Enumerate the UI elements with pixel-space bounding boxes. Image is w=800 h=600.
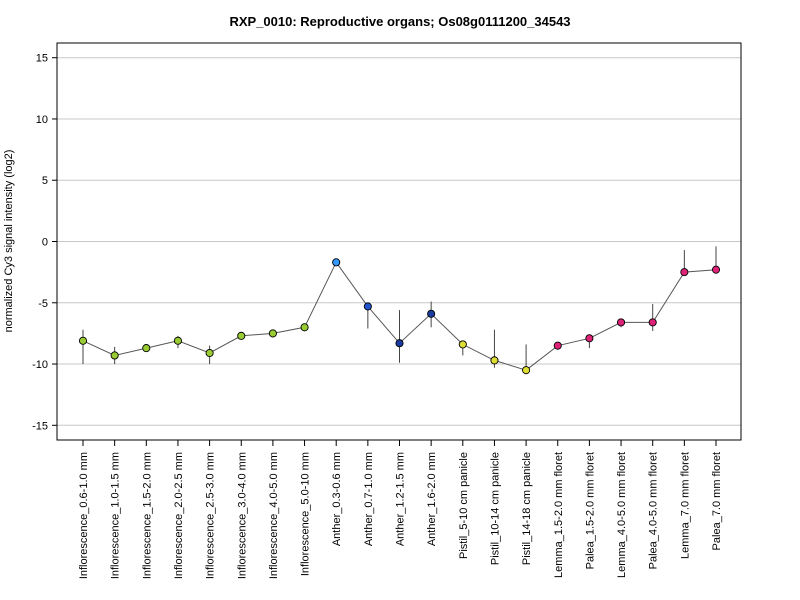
data-point (711, 265, 721, 274)
data-point (522, 366, 531, 375)
x-tick-label: Inflorescence_0.6-1.0 mm (78, 452, 90, 579)
x-tick-label: Palea_7.0 mm floret (711, 452, 723, 550)
y-axis-label: normalized Cy3 signal intensity (log2) (3, 150, 15, 333)
data-point (78, 336, 88, 345)
data-point (427, 309, 436, 318)
chart-title: RXP_0010: Reproductive organs; Os08g0111… (229, 14, 570, 29)
x-tick-label: Lemma_4.0-5.0 mm floret (616, 452, 628, 578)
x-tick-label: Inflorescence_1.0-1.5 mm (110, 452, 122, 579)
x-tick-label: Anther_1.6-2.0 mm (426, 452, 438, 546)
data-point (142, 344, 151, 353)
y-tick-label: -5 (38, 298, 48, 310)
data-point (110, 351, 119, 360)
x-tick-label: Inflorescence_5.0-10 mm (300, 452, 312, 576)
data-point (173, 336, 182, 345)
data-point (395, 339, 404, 348)
data-point (332, 258, 341, 267)
data-point (617, 318, 626, 327)
x-tick-label: Anther_1.2-1.5 mm (395, 452, 407, 546)
x-tick-label: Anther_0.3-0.6 mm (331, 452, 343, 546)
data-point (237, 331, 246, 340)
data-point (458, 340, 467, 349)
y-tick-label: 15 (36, 53, 48, 65)
data-point (205, 348, 214, 358)
x-tick-label: Pistil_14-18 cm panicle (521, 452, 533, 565)
x-axis: Inflorescence_0.6-1.0 mm Inflorescence_1.… (78, 440, 723, 579)
data-point (490, 356, 499, 365)
x-tick-label: Palea_1.5-2.0 mm floret (584, 452, 596, 569)
y-tick-label: -15 (32, 420, 48, 432)
x-tick-label: Pistil_10-14 cm panicle (489, 452, 501, 565)
data-point (648, 318, 657, 327)
x-tick-label: Pistil_5-10 cm panicle (458, 452, 470, 559)
error-bars (82, 246, 717, 371)
x-tick-label: Inflorescence_2.0-2.5 mm (173, 452, 185, 579)
x-tick-label: Anther_0.7-1.0 mm (363, 452, 375, 546)
data-point (300, 323, 309, 332)
y-tick-label: 10 (36, 114, 48, 126)
y-tick-label: 0 (42, 237, 48, 249)
x-tick-label: Lemma_1.5-2.0 mm floret (553, 452, 565, 578)
x-tick-label: Palea_4.0-5.0 mm floret (648, 452, 660, 569)
data-point (268, 329, 277, 338)
x-tick-label: Lemma_7.0 mm floret (679, 452, 691, 559)
x-tick-label: Inflorescence_3.0-4.0 mm (236, 452, 248, 579)
y-tick-label: -10 (32, 359, 48, 371)
data-point (553, 341, 562, 350)
grid-lines (57, 57, 741, 426)
x-tick-label: Inflorescence_1.5-2.0 mm (141, 452, 153, 579)
data-point (363, 302, 372, 311)
data-point (585, 334, 594, 343)
y-tick-label: 5 (42, 175, 48, 187)
x-tick-label: Inflorescence_2.5-3.0 mm (205, 452, 217, 579)
data-point (680, 268, 689, 277)
x-tick-label: Inflorescence_4.0-5.0 mm (268, 452, 280, 579)
y-axis: -15 -10 -5 0 5 10 15 (32, 53, 57, 432)
data-points (78, 258, 721, 375)
